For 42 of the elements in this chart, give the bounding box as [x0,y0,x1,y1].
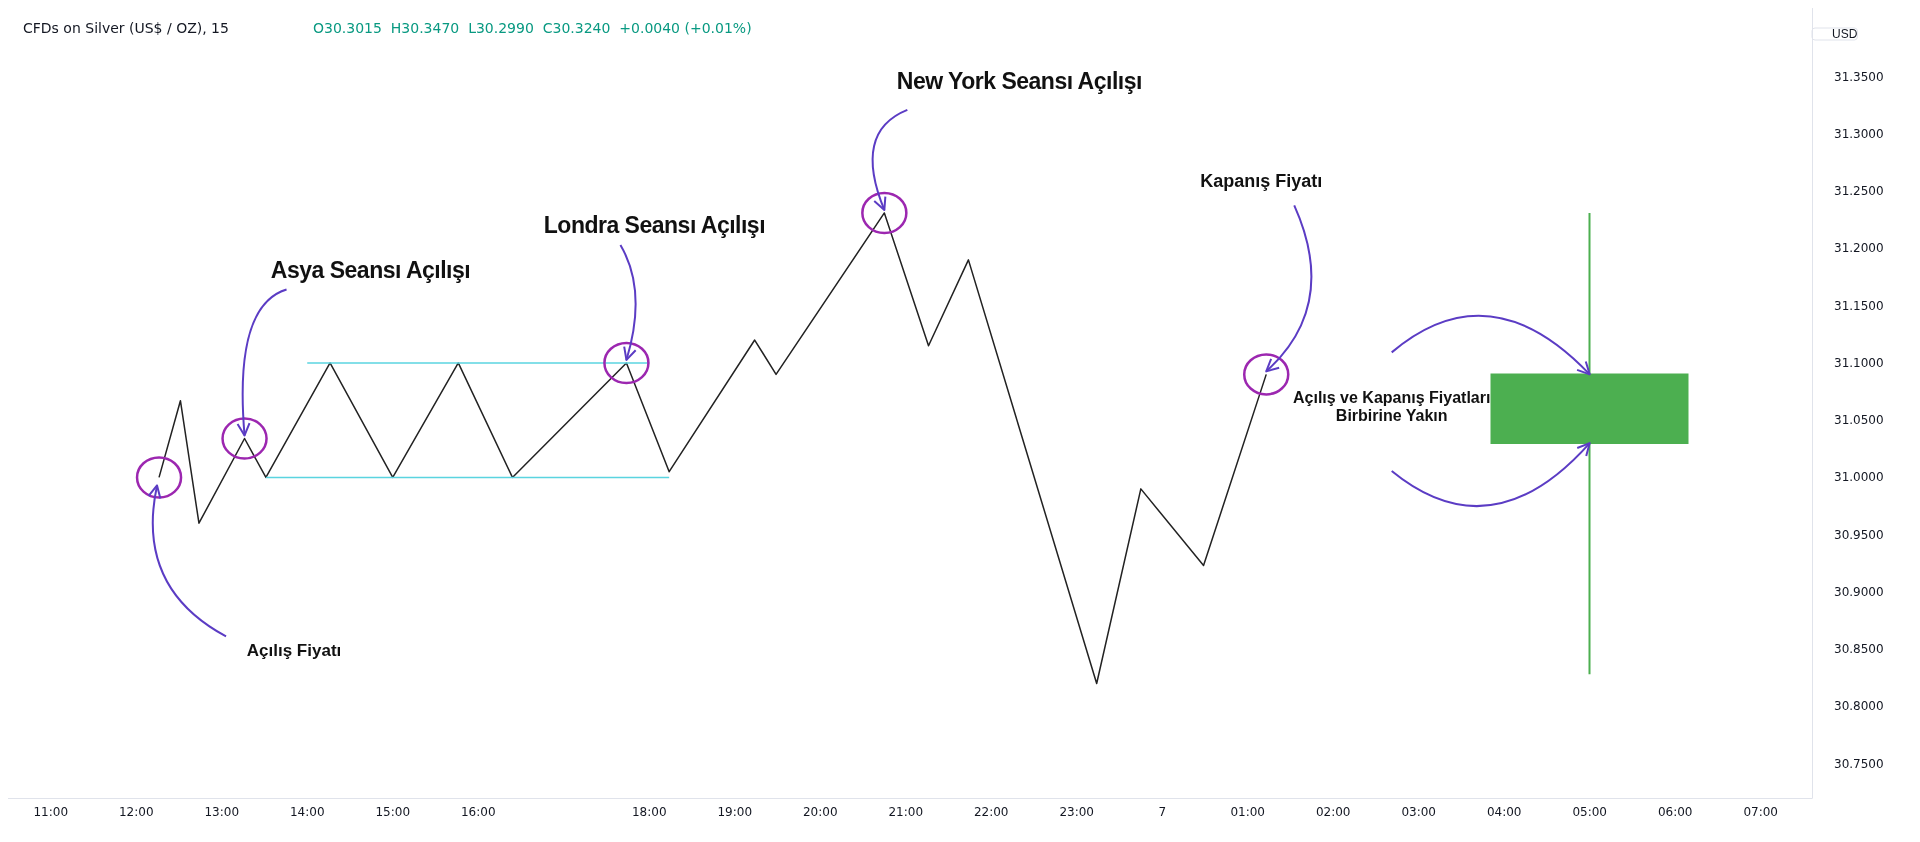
x-tick-label: 07:00 [1743,805,1778,819]
y-tick-label: 31.3000 [1834,126,1884,141]
annotation: Açılış Fiyatı [246,641,342,662]
y-tick-label: 30.7500 [1834,756,1884,771]
annotation: Kapanış Fiyatı [1200,170,1323,192]
x-tick-label: 01:00 [1230,805,1266,819]
x-tick-label: 02:00 [1315,805,1351,819]
x-tick-label: 04:00 [1486,805,1522,819]
y-tick-label: 31.1500 [1834,298,1884,313]
text: O30.3015 H30.3470 L30.2990 C30.3240 +0.0040 (+0.01%) [313,20,752,36]
x-tick-label: 23:00 [1059,805,1095,819]
y-tick-label: 31.0500 [1834,413,1884,428]
text: CFDs on Silver (US$ / OZ), 15 [23,20,229,36]
y-axis-title: USD [1832,27,1858,41]
x-tick-label: 7 [1158,805,1167,819]
x-tick-label: 06:00 [1657,805,1693,819]
y-tick-label: 31.0000 [1834,470,1884,485]
x-tick-label: 15:00 [375,805,411,819]
y-tick-label: 30.9500 [1834,527,1884,542]
x-tick-label: 19:00 [717,805,753,819]
y-tick-label: 31.2500 [1834,184,1884,199]
y-tick-label: 31.3500 [1834,69,1884,84]
annotation: New York Seansı Açılışı [896,67,1142,95]
y-tick-label: 31.1000 [1834,355,1884,370]
annotation: Asya Seansı Açılışı [270,256,471,284]
y-tick-label: 30.8000 [1834,699,1884,714]
x-tick-label: 16:00 [460,805,496,819]
x-tick-label: 20:00 [802,805,838,819]
x-tick-label: 13:00 [204,805,240,819]
x-tick-label: 18:00 [631,805,667,819]
y-tick-label: 31.2000 [1834,241,1884,256]
x-tick-label: 21:00 [888,805,924,819]
annotation: Londra Seansı Açılışı [543,211,766,239]
y-tick-label: 30.8500 [1834,642,1884,657]
x-tick-label: 12:00 [118,805,154,819]
x-tick-label: 22:00 [973,805,1009,819]
x-tick-label: 03:00 [1401,805,1437,819]
x-tick-label: 05:00 [1572,805,1607,819]
y-tick-label: 30.9000 [1834,584,1884,599]
annotation: Açılış ve Kapanış Fiyatları Birbirine Yakın [1292,388,1492,425]
x-tick-label: 11:00 [33,805,69,819]
x-tick-label: 14:00 [289,805,325,819]
